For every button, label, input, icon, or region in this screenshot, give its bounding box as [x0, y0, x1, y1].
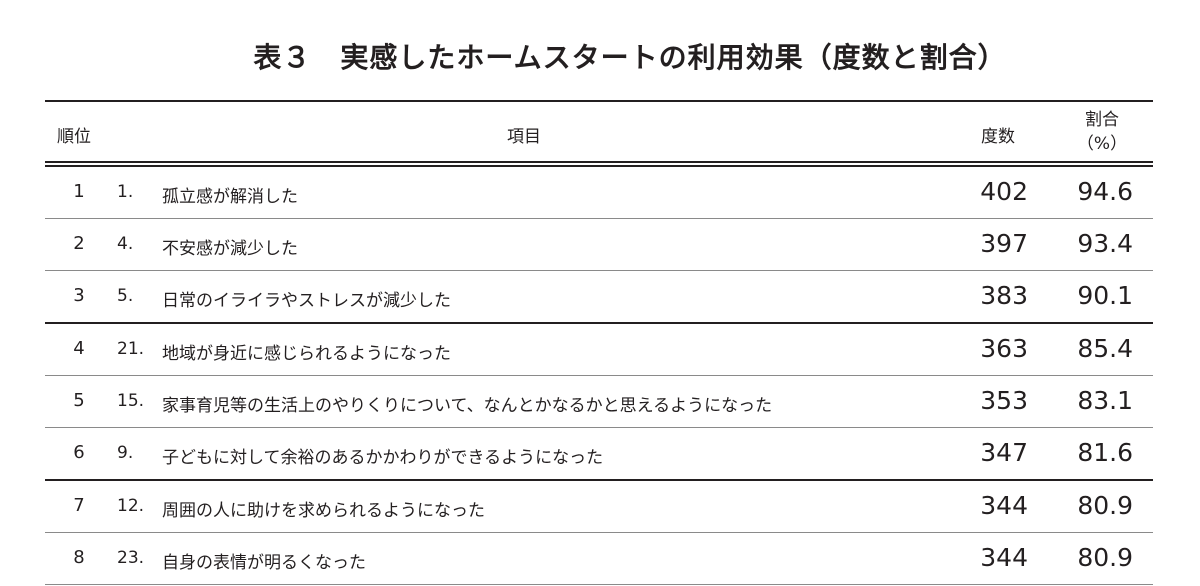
- rank-cell: 1: [73, 181, 85, 202]
- percent-cell: 85.4: [1077, 334, 1133, 363]
- item-text: 周囲の人に助けを求められるようになった: [162, 501, 485, 521]
- table-title: 表３ 実感したホームスタートの利用効果（度数と割合）: [253, 41, 1007, 74]
- table-row: 2 4. 不安感が減少した 397 93.4: [45, 219, 1153, 271]
- table-row: 7 12. 周囲の人に助けを求められるようになった 344 80.9: [45, 481, 1153, 533]
- item-text: 孤立感が解消した: [162, 187, 298, 207]
- item-number: 15.: [117, 391, 145, 411]
- rank-cell: 2: [73, 233, 85, 254]
- item-text: 家事育児等の生活上のやりくりについて、なんとかなるかと思えるようになった: [162, 396, 773, 416]
- header-rank: 順位: [57, 127, 91, 147]
- results-table: 順位 項目 度数 割合 （%） 1 1. 孤立感が解消した 402 94.6 2 4. 不安感が…: [45, 100, 1153, 585]
- count-cell: 402: [980, 177, 1028, 206]
- item-number: 23.: [117, 548, 145, 568]
- header-percent: 割合 （%）: [1067, 108, 1137, 156]
- rank-cell: 6: [73, 442, 85, 463]
- header-percent-line2: （%）: [1076, 134, 1128, 154]
- item-number: 5.: [117, 286, 134, 306]
- count-cell: 363: [980, 334, 1028, 363]
- percent-cell: 94.6: [1077, 177, 1133, 206]
- table-row: 1 1. 孤立感が解消した 402 94.6: [45, 167, 1153, 219]
- item-number: 1.: [117, 182, 134, 202]
- percent-cell: 81.6: [1077, 438, 1133, 467]
- table-row: 8 23. 自身の表情が明るくなった 344 80.9: [45, 533, 1153, 585]
- rank-cell: 4: [73, 338, 85, 359]
- rank-cell: 7: [73, 495, 85, 516]
- rank-cell: 8: [73, 547, 85, 568]
- percent-cell: 83.1: [1077, 386, 1133, 415]
- percent-cell: 80.9: [1077, 491, 1133, 520]
- header-item: 項目: [507, 127, 541, 147]
- percent-cell: 93.4: [1077, 229, 1133, 258]
- item-number: 12.: [117, 496, 145, 516]
- table-row: 3 5. 日常のイライラやストレスが減少した 383 90.1: [45, 271, 1153, 324]
- table-row: 6 9. 子どもに対して余裕のあるかかわりができるようになった 347 81.6: [45, 428, 1153, 481]
- table-row: 4 21. 地域が身近に感じられるようになった 363 85.4: [45, 324, 1153, 376]
- item-text: 不安感が減少した: [162, 239, 298, 259]
- header-count: 度数: [981, 127, 1015, 147]
- count-cell: 347: [980, 438, 1028, 467]
- table-header: 順位 項目 度数 割合 （%）: [45, 102, 1153, 167]
- percent-cell: 80.9: [1077, 543, 1133, 572]
- rank-cell: 3: [73, 285, 85, 306]
- item-number: 9.: [117, 443, 134, 463]
- item-text: 地域が身近に感じられるようになった: [162, 344, 451, 364]
- item-text: 自身の表情が明るくなった: [162, 553, 366, 573]
- table-row: 5 15. 家事育児等の生活上のやりくりについて、なんとかなるかと思えるようになった…: [45, 376, 1153, 428]
- percent-cell: 90.1: [1077, 281, 1133, 310]
- count-cell: 353: [980, 386, 1028, 415]
- item-number: 21.: [117, 339, 145, 359]
- item-number: 4.: [117, 234, 134, 254]
- count-cell: 344: [980, 491, 1028, 520]
- count-cell: 383: [980, 281, 1028, 310]
- count-cell: 397: [980, 229, 1028, 258]
- item-text: 日常のイライラやストレスが減少した: [162, 291, 451, 311]
- rank-cell: 5: [73, 390, 85, 411]
- header-percent-line1: 割合: [1085, 110, 1119, 130]
- item-text: 子どもに対して余裕のあるかかわりができるようになった: [162, 448, 604, 468]
- count-cell: 344: [980, 543, 1028, 572]
